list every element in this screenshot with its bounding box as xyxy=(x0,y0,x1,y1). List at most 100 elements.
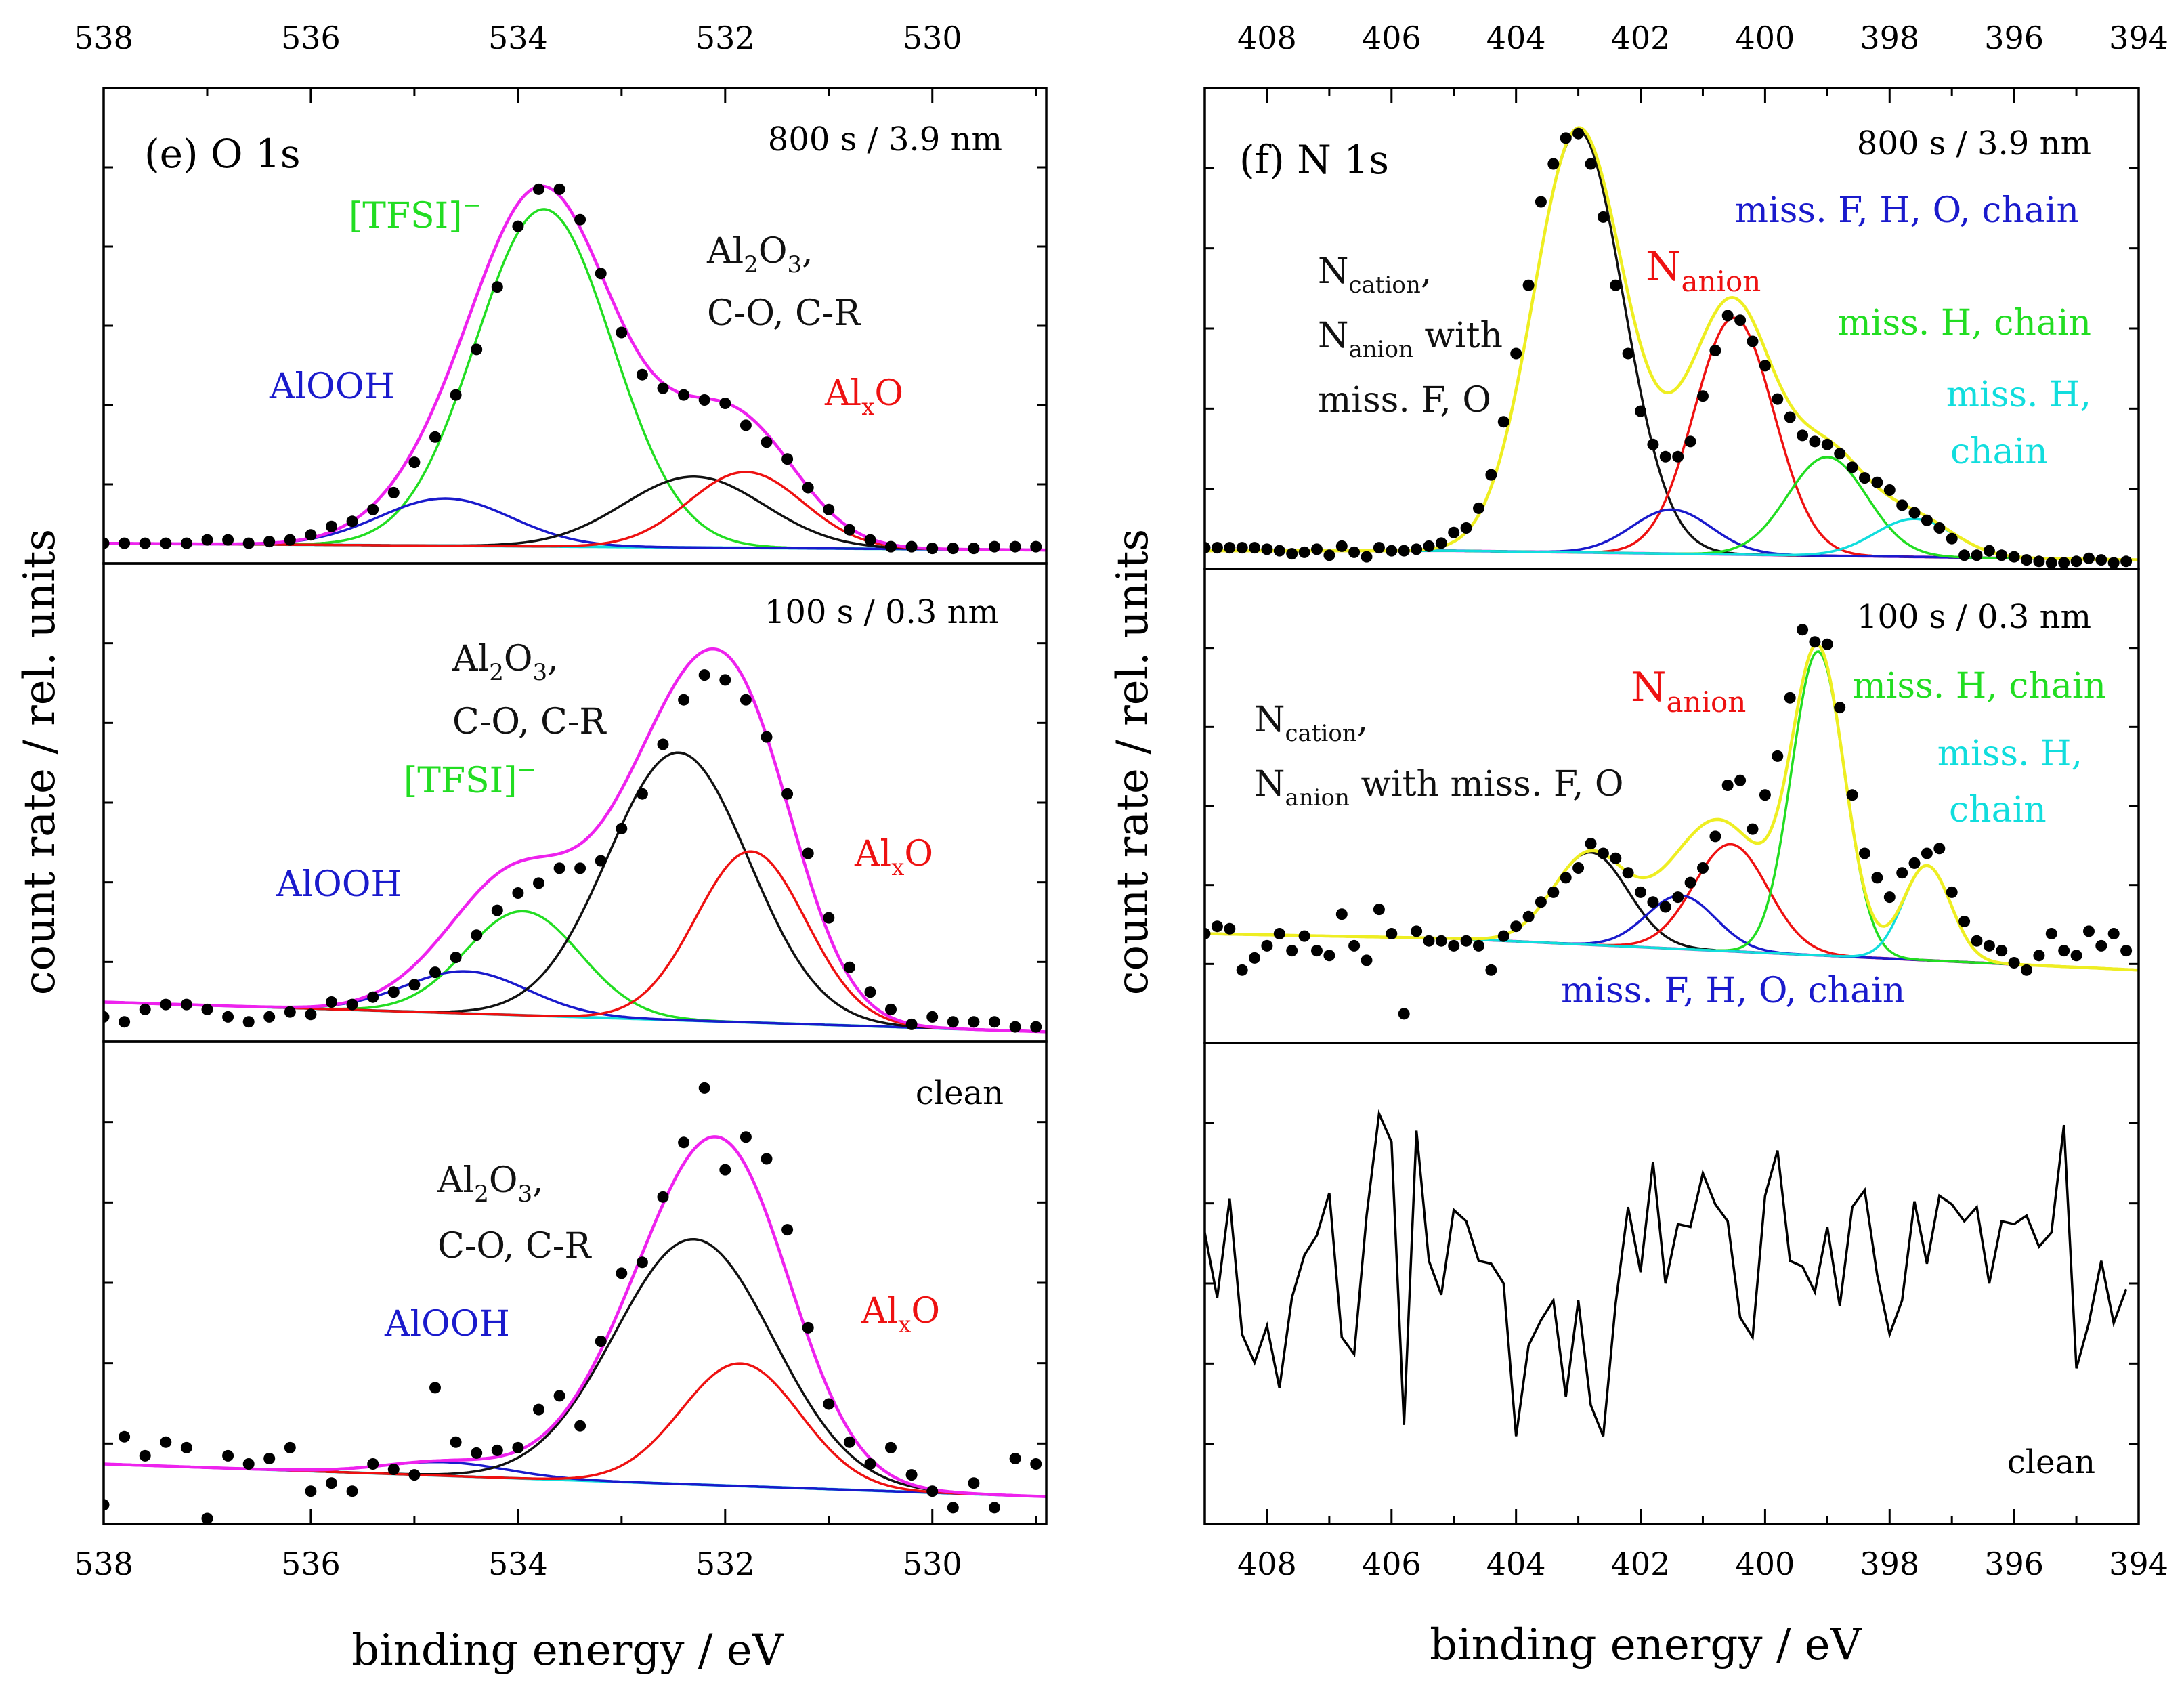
o1s-clean-data-point xyxy=(284,1441,296,1453)
subplot-o1s-800s xyxy=(104,183,1046,555)
n1s-800s-data-point xyxy=(1298,546,1310,558)
o1s-800s-data-point xyxy=(926,543,939,555)
n1s-800s-data-point xyxy=(1734,314,1747,326)
anno-alooh-o1s-800s: AlOOH xyxy=(269,366,395,407)
series-n1s-800s xyxy=(1205,126,2139,569)
n1s-100s-data-point xyxy=(1971,935,1983,947)
condition-label-n1s-100s: 100 s / 0.3 nm xyxy=(1857,598,2091,636)
n1s-800s-data-point xyxy=(1211,542,1223,554)
n1s-plot-area xyxy=(1205,126,2139,1437)
o1s-800s-data-point xyxy=(533,183,544,195)
o1s-800s-data-point xyxy=(905,540,918,553)
n1s-100s-data-point xyxy=(1510,920,1522,933)
n1s-100s-data-point xyxy=(2033,950,2045,962)
o1s-800s-data-point xyxy=(761,436,773,448)
anno-al2o3-o1s-100s: Al2O3, xyxy=(452,639,559,686)
n1s-100s-data-point xyxy=(1411,925,1423,937)
n1s-800s-data-point xyxy=(1286,548,1298,560)
n1s-xtick-bottom-398: 398 xyxy=(1860,1546,1919,1582)
n1s-xtick-top-404: 404 xyxy=(1486,20,1546,56)
o1s-clean-data-point xyxy=(139,1449,151,1462)
n1s-100s-data-point xyxy=(1473,939,1484,952)
o1s-clean-data-point xyxy=(781,1224,794,1236)
n1s-800s-data-point xyxy=(1547,158,1560,170)
n1s-800s-data-point xyxy=(1236,542,1248,554)
n1s-100s-data-point xyxy=(1983,939,1995,952)
n1s-100s-data-point xyxy=(1348,939,1361,952)
n1s-800s-data-point xyxy=(1323,549,1335,561)
n1s-800s-data-point xyxy=(1946,532,1958,545)
o1s-100s-data-point xyxy=(781,788,794,800)
o1s-clean-data-point xyxy=(429,1382,441,1394)
o1s-100s-data-point xyxy=(947,1016,959,1028)
o1s-100s-data-point xyxy=(512,887,524,899)
n1s-100s-data-point xyxy=(2083,925,2095,937)
o1s-clean-data-point xyxy=(947,1502,959,1514)
n1s-100s-data-point xyxy=(1211,920,1223,933)
o1s-800s-data-point xyxy=(864,534,876,546)
anno-ncation-n1s-800s: Ncation, xyxy=(1318,251,1432,299)
panel-label-n1s: (f) N 1s xyxy=(1239,137,1389,183)
n1s-ticks: 408 408 406 406 404 404 402 402 400 400 398 398 396 3… xyxy=(1203,20,2168,1582)
n1s-100s-data-point xyxy=(1298,930,1310,942)
o1s-clean-data-point xyxy=(180,1441,192,1453)
o1s-clean-data-point xyxy=(1030,1458,1042,1470)
n1s-800s-data-point xyxy=(1846,461,1858,473)
n1s-800s-data-point xyxy=(1684,435,1696,448)
n1s-100s-data-point xyxy=(1497,930,1509,942)
n1s-100s-data-point xyxy=(1522,910,1535,922)
n1s-100s-data-point xyxy=(1859,847,1870,859)
o1s-clean-data-point xyxy=(843,1436,855,1448)
o1s-clean-data-point xyxy=(636,1256,648,1269)
o1s-clean-data-point xyxy=(387,1464,400,1475)
n1s-100s-data-point xyxy=(2120,945,2133,957)
o1s-100s-envelope xyxy=(104,647,1046,1034)
series-o1s-800s xyxy=(104,183,1046,555)
anno-tfsi-o1s-800s: [TFSI]− xyxy=(349,192,481,236)
o1s-clean-data-point xyxy=(823,1398,835,1410)
n1s-800s-data-point xyxy=(1205,542,1211,554)
n1s-100s-data-point xyxy=(1622,867,1634,879)
n1s-100s-data-point xyxy=(1535,896,1547,908)
n1s-800s-data-point xyxy=(1361,551,1373,563)
n1s-xtick-bottom-406: 406 xyxy=(1362,1546,1421,1582)
n1s-800s-data-point xyxy=(1759,360,1771,372)
n1s-100s-data-point xyxy=(2107,928,2120,939)
n1s-100s-data-point xyxy=(1996,945,2008,957)
n1s-800s-data-point xyxy=(1535,196,1547,208)
o1s-800s-data-point xyxy=(305,529,317,541)
anno-missh-cyan-n1s-100s: miss. H, xyxy=(1937,734,2082,774)
n1s-100s-data-point xyxy=(1386,928,1398,939)
n1s-800s-data-point xyxy=(1485,469,1497,481)
o1s-xtick-top-530: 530 xyxy=(903,20,962,56)
o1s-100s-data-point xyxy=(553,862,565,874)
n1s-xtick-top-406: 406 xyxy=(1362,20,1421,56)
n1s-100s-data-point xyxy=(1373,904,1385,916)
o1s-800s-data-point xyxy=(201,534,213,546)
o1s-clean-data-point xyxy=(864,1458,876,1470)
o1s-100s-data-point xyxy=(533,877,544,889)
n1s-xtick-bottom-400: 400 xyxy=(1735,1546,1795,1582)
anno-alxo-o1s-clean: AlxO xyxy=(861,1291,940,1338)
n1s-100s-data-point xyxy=(1721,780,1734,791)
o1s-clean-data-point xyxy=(761,1153,773,1165)
n1s-800s-data-point xyxy=(2070,555,2082,568)
n1s-100s-data-point xyxy=(2008,957,2020,969)
o1s-clean-data-point xyxy=(160,1436,172,1448)
n1s-100s-data-point xyxy=(1846,789,1858,801)
o1s-100s-data-point xyxy=(1030,1021,1042,1033)
n1s-100s-data-point xyxy=(2045,928,2057,939)
n1s-100s-data-point xyxy=(2021,964,2032,976)
o1s-800s-data-point xyxy=(843,524,855,536)
o1s-xtick-top-536: 536 xyxy=(281,20,341,56)
o1s-clean-data-point xyxy=(905,1469,918,1481)
n1s-800s-data-point xyxy=(1311,543,1323,555)
o1s-ticks: 538 538 536 536 534 534 532 532 530 530 xyxy=(74,20,1046,1582)
o1s-clean-data-point xyxy=(408,1469,421,1481)
n1s-xtick-bottom-404: 404 xyxy=(1486,1546,1546,1582)
o1s-clean-data-point xyxy=(719,1164,731,1176)
n1s-100s-data-point xyxy=(1946,886,1958,898)
n1s-800s-data-point xyxy=(1261,543,1273,555)
condition-label-o1s-clean: clean xyxy=(916,1074,1004,1112)
